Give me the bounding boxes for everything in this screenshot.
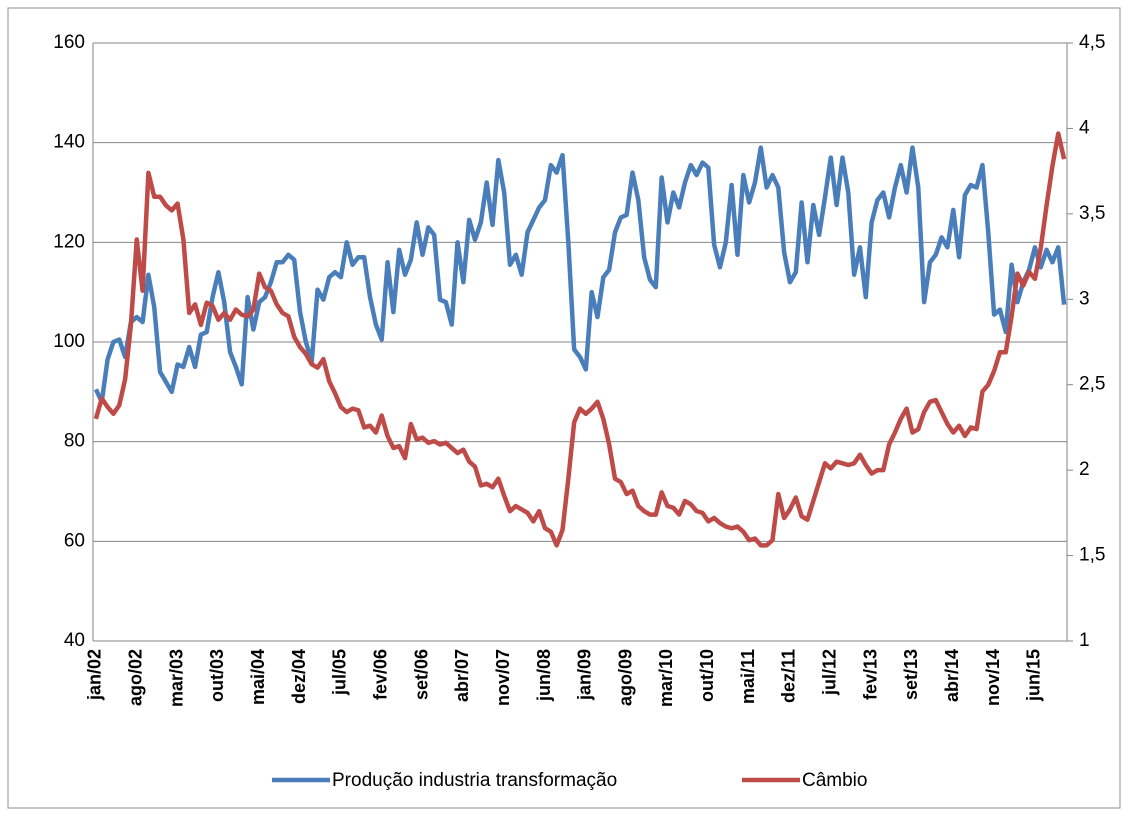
legend-label: Produção industria transformação bbox=[332, 770, 617, 791]
y-tick-label: 100 bbox=[53, 331, 85, 352]
x-tick-label: jul/05 bbox=[330, 649, 350, 696]
x-tick-label: mai/11 bbox=[738, 649, 758, 704]
x-tick-label: fev/06 bbox=[370, 649, 390, 700]
x-tick-label: dez/04 bbox=[289, 649, 309, 704]
y-tick-label: 140 bbox=[53, 132, 85, 153]
y2-tick-label: 4,5 bbox=[1079, 32, 1105, 53]
y2-tick-label: 1 bbox=[1079, 630, 1090, 651]
x-tick-label: mar/03 bbox=[166, 649, 186, 707]
y-tick-label: 80 bbox=[64, 431, 85, 452]
x-tick-label: ago/02 bbox=[125, 649, 145, 706]
series-line bbox=[93, 131, 1067, 548]
legend-label: Câmbio bbox=[802, 770, 867, 791]
y2-tick-label: 3 bbox=[1079, 288, 1090, 309]
x-tick-label: mai/04 bbox=[248, 649, 268, 705]
x-tick-label: set/13 bbox=[901, 649, 921, 700]
x-tick-label: nov/14 bbox=[983, 649, 1003, 706]
chart-frame bbox=[7, 7, 1121, 809]
y2-tick-label: 2,5 bbox=[1079, 374, 1105, 395]
x-tick-label: jul/12 bbox=[820, 649, 840, 696]
x-tick-label: out/03 bbox=[207, 649, 227, 702]
x-tick-label: nov/07 bbox=[493, 649, 513, 706]
x-tick-label: dez/11 bbox=[779, 649, 799, 703]
y-tick-label: 40 bbox=[64, 630, 85, 651]
x-tick-label: mar/10 bbox=[656, 649, 676, 707]
x-tick-label: jun/08 bbox=[534, 649, 554, 702]
x-tick-label: out/10 bbox=[697, 649, 717, 702]
x-tick-label: set/06 bbox=[411, 649, 431, 700]
y-tick-label: 60 bbox=[64, 530, 85, 551]
y2-tick-label: 3,5 bbox=[1079, 203, 1105, 224]
y2-tick-label: 4 bbox=[1079, 117, 1090, 138]
x-tick-label: jan/02 bbox=[85, 649, 105, 701]
x-tick-label: ago/09 bbox=[615, 649, 635, 706]
x-tick-label: abr/14 bbox=[942, 649, 962, 702]
y-tick-label: 160 bbox=[53, 32, 85, 53]
x-tick-label: jan/09 bbox=[575, 649, 595, 701]
series-line bbox=[93, 145, 1067, 405]
x-tick-label: abr/07 bbox=[452, 649, 472, 702]
y2-tick-label: 2 bbox=[1079, 459, 1090, 480]
y2-tick-label: 1,5 bbox=[1079, 545, 1105, 566]
x-tick-label: jun/15 bbox=[1024, 649, 1044, 702]
x-tick-label: fev/13 bbox=[860, 649, 880, 700]
y-tick-label: 120 bbox=[53, 231, 85, 252]
